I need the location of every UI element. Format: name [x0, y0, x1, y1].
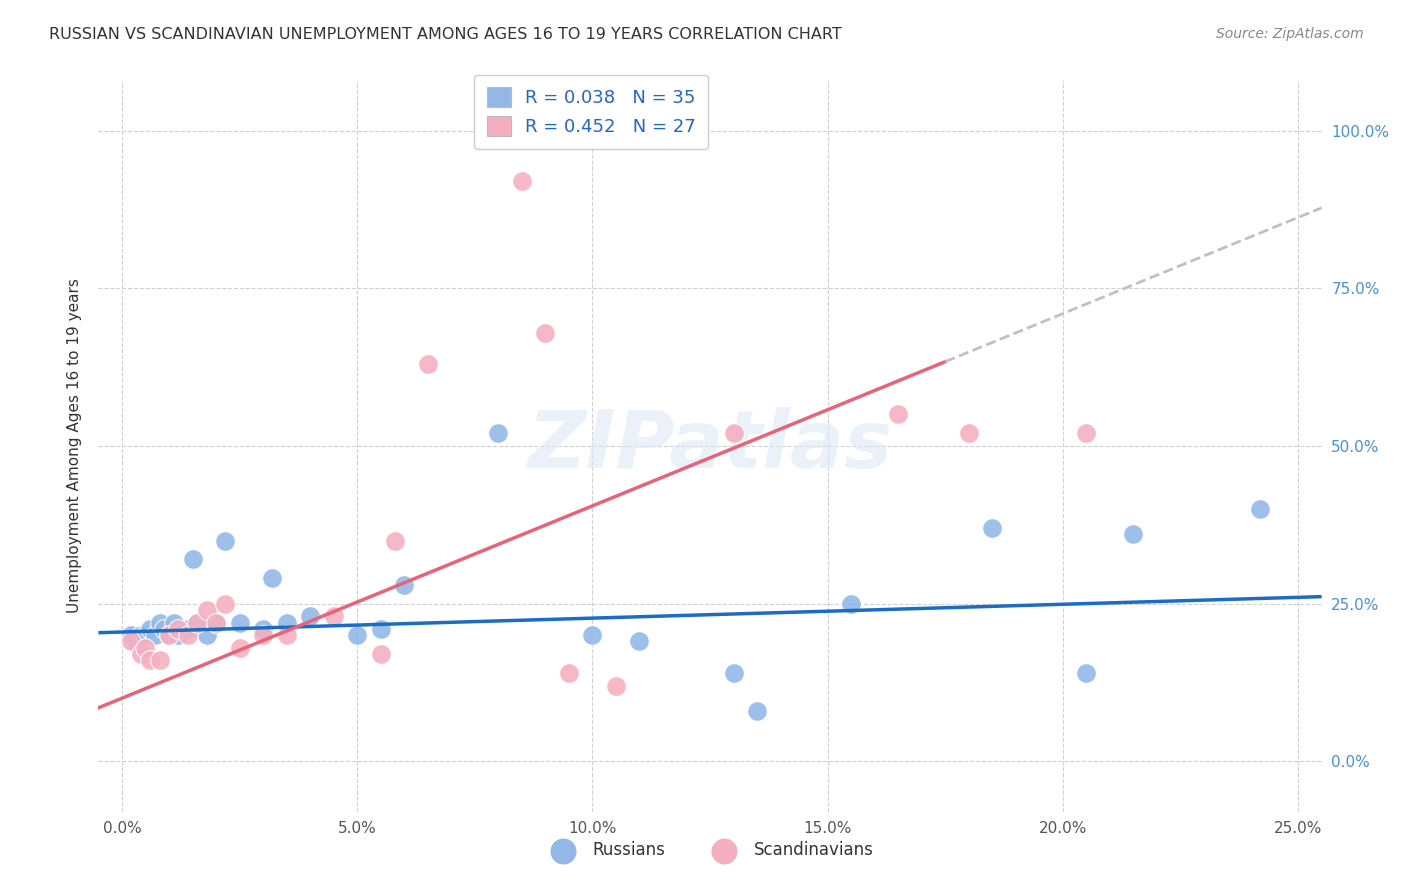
Point	[167, 628, 190, 642]
Y-axis label: Unemployment Among Ages 16 to 19 years: Unemployment Among Ages 16 to 19 years	[66, 278, 82, 614]
Point	[120, 634, 142, 648]
Point	[214, 533, 236, 548]
Point	[384, 533, 406, 548]
Point	[534, 326, 557, 340]
Point	[143, 628, 166, 642]
Point	[252, 628, 274, 642]
Point	[628, 634, 651, 648]
Point	[177, 628, 200, 642]
Point	[1076, 665, 1098, 680]
Point	[157, 628, 180, 642]
Point	[167, 622, 190, 636]
Point	[157, 628, 180, 642]
Point	[276, 628, 298, 642]
Point	[394, 578, 416, 592]
Point	[195, 628, 218, 642]
Point	[887, 408, 910, 422]
Point	[149, 653, 172, 667]
Point	[228, 640, 250, 655]
Point	[214, 597, 236, 611]
Point	[723, 665, 745, 680]
Point	[322, 609, 344, 624]
Point	[370, 622, 392, 636]
Point	[129, 628, 152, 642]
Point	[486, 426, 509, 441]
Point	[120, 628, 142, 642]
Point	[262, 571, 284, 585]
Point	[186, 615, 208, 630]
Point	[125, 634, 148, 648]
Point	[195, 603, 218, 617]
Point	[605, 679, 627, 693]
Point	[346, 628, 368, 642]
Point	[745, 704, 768, 718]
Point	[129, 647, 152, 661]
Text: Source: ZipAtlas.com: Source: ZipAtlas.com	[1216, 27, 1364, 41]
Text: RUSSIAN VS SCANDINAVIAN UNEMPLOYMENT AMONG AGES 16 TO 19 YEARS CORRELATION CHART: RUSSIAN VS SCANDINAVIAN UNEMPLOYMENT AMO…	[49, 27, 842, 42]
Point	[149, 615, 172, 630]
Point	[252, 622, 274, 636]
Point	[581, 628, 603, 642]
Text: ZIPatlas: ZIPatlas	[527, 407, 893, 485]
Point	[228, 615, 250, 630]
Point	[957, 426, 980, 441]
Point	[1122, 527, 1144, 541]
Point	[205, 615, 228, 630]
Point	[276, 615, 298, 630]
Point	[370, 647, 392, 661]
Point	[723, 426, 745, 441]
Point	[1250, 502, 1272, 516]
Point	[510, 174, 533, 188]
Point	[1076, 426, 1098, 441]
Legend: Russians, Scandinavians: Russians, Scandinavians	[540, 834, 880, 865]
Point	[181, 552, 204, 566]
Point	[139, 622, 162, 636]
Point	[416, 357, 439, 371]
Point	[153, 622, 176, 636]
Point	[134, 628, 156, 642]
Point	[299, 609, 322, 624]
Point	[139, 653, 162, 667]
Point	[186, 615, 208, 630]
Point	[558, 665, 581, 680]
Point	[981, 521, 1004, 535]
Point	[134, 640, 156, 655]
Point	[205, 615, 228, 630]
Point	[839, 597, 862, 611]
Point	[177, 622, 200, 636]
Point	[163, 615, 186, 630]
